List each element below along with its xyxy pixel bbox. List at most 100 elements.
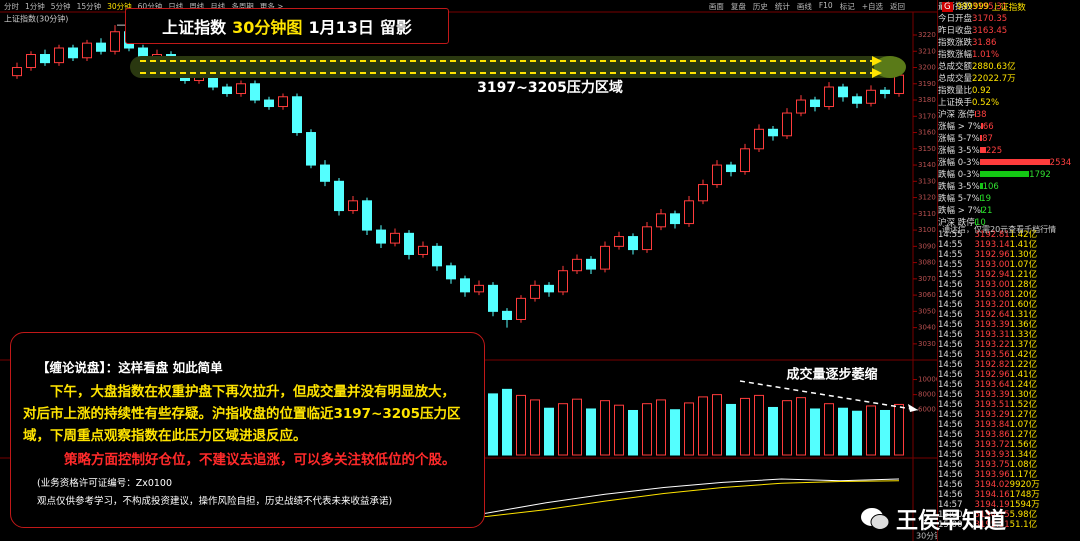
volume-bar xyxy=(852,410,862,456)
tick-volume: 1.41亿 xyxy=(1009,240,1038,250)
tick-time: 14:56 xyxy=(938,280,963,290)
tick-time: 14:56 xyxy=(938,380,963,390)
tick-row: 14:56 3193.001.28亿 xyxy=(938,278,1080,290)
tick-row: 14:55 3193.141.41亿 xyxy=(938,238,1080,250)
period-tab[interactable]: 分时 xyxy=(4,1,19,11)
tick-price: 3193.14 xyxy=(974,240,1010,250)
candle-body xyxy=(558,270,568,293)
period-tab[interactable]: 多周期 xyxy=(231,1,254,11)
tick-time: 14:56 xyxy=(938,360,963,370)
candle-body xyxy=(250,83,260,101)
watermark-text: 王侯早知道 xyxy=(896,509,1007,534)
quote-label: 指数涨幅 xyxy=(938,50,973,60)
volume-bar xyxy=(544,407,554,456)
quote-value v: 2880.63亿 xyxy=(972,62,1016,72)
tick-time: 14:56 xyxy=(938,310,963,320)
tick-volume: 1.17亿 xyxy=(1009,470,1038,480)
candle-body xyxy=(866,89,876,104)
tick-price: 3193.93 xyxy=(974,450,1010,460)
y-tick-label: 3080 xyxy=(918,259,936,267)
breadth-bar xyxy=(979,171,1030,177)
quote-label: 最新指数 xyxy=(938,2,973,12)
tool-button[interactable]: 画面 xyxy=(708,1,724,11)
breadth-label: 涨幅 0-3% xyxy=(938,158,980,168)
candle-body xyxy=(222,86,232,95)
period-tab[interactable]: 1分钟 xyxy=(25,1,45,11)
tick-price: 3194.15 xyxy=(974,510,1010,520)
volume-bar xyxy=(824,403,834,456)
tool-button[interactable]: 标记 xyxy=(839,1,855,11)
volume-bar xyxy=(712,394,722,456)
period-tab[interactable]: 更多 > xyxy=(259,1,284,11)
tool-button[interactable]: 历史 xyxy=(752,1,768,11)
quote-panel: G 999999 上证指数 最新指数3195.31 今日开盘3170.35 昨日收盘… xyxy=(937,0,1080,541)
title-part: 1月13日 xyxy=(308,18,374,37)
quote-row: 指数涨跌31.86 xyxy=(938,36,1080,48)
period-tab[interactable]: 月线 xyxy=(210,1,226,11)
license: (业务资格许可证编号：Zx0100 xyxy=(37,478,173,489)
y-tick-label: 3190 xyxy=(918,80,936,88)
candle-body xyxy=(264,99,274,108)
period-tab[interactable]: 60分钟 xyxy=(137,1,163,11)
pressure-zone xyxy=(130,56,906,78)
candle-body xyxy=(586,258,596,270)
candle-body xyxy=(880,89,890,95)
tick-time: 14:56 xyxy=(938,290,963,300)
quote-label: 今日开盘 xyxy=(938,14,973,24)
tick-time: 14:56 xyxy=(938,450,963,460)
tick-time: 14:57 xyxy=(938,500,963,510)
period-tab[interactable]: 周线 xyxy=(189,1,205,11)
disclaimer: 观点仅供参考学习，不构成投资建议，操作风险自担，历史战绩不代表未来收益承诺) xyxy=(37,496,393,507)
y-tick-label: 3200 xyxy=(918,64,936,72)
tick-row: 14:56 3193.721.56亿 xyxy=(938,438,1080,450)
tool-button[interactable]: 返回 xyxy=(890,1,905,11)
tick-volume: 1.27亿 xyxy=(1009,430,1038,440)
volume-bar xyxy=(894,403,904,456)
candle-body xyxy=(432,245,442,267)
candle-body xyxy=(614,236,624,247)
tick-time: 14:56 xyxy=(938,320,963,330)
period-tab[interactable]: 5分钟 xyxy=(50,1,71,11)
candle-body xyxy=(40,54,50,64)
quote-code: 999999 xyxy=(956,1,990,12)
volume-bar xyxy=(740,397,750,456)
tick-volume: 1.37亿 xyxy=(1009,340,1038,350)
y-tick-label: 3160 xyxy=(918,129,936,137)
breadth-bar xyxy=(979,195,981,201)
tool-button[interactable]: 画线 xyxy=(796,1,812,11)
y-tick-label: 3220 xyxy=(918,31,936,39)
period-tab[interactable]: 15分钟 xyxy=(76,1,102,11)
quote-label: 指数量比 xyxy=(938,86,973,96)
candle-body xyxy=(502,310,512,320)
tick-row: 14:56 3193.961.17亿 xyxy=(938,468,1080,480)
period-tab[interactable]: 30分钟 xyxy=(107,1,132,11)
breadth-count: 21 xyxy=(981,206,993,216)
quote-row: 昨日收盘3163.45 xyxy=(938,24,1080,36)
period-tab[interactable]: 日线 xyxy=(168,1,184,11)
tick-price: 3192.96 xyxy=(974,250,1010,260)
candle-body xyxy=(292,96,302,134)
tool-button[interactable]: F10 xyxy=(818,0,833,10)
breadth-row: 涨幅 3-5% 225 xyxy=(938,144,1080,156)
commentary: 【缠论说盘】：这样看盘 如此简单 下午，大盘指数在权重护盘下再次拉升，但成交量并… xyxy=(10,332,485,528)
volume-bar xyxy=(796,397,806,456)
tick-row: 14:56 3194.029920万 xyxy=(938,478,1080,490)
volume-bar xyxy=(782,400,792,456)
tick-volume: 1.24亿 xyxy=(1009,380,1038,390)
breadth-row: 跌幅 > 7%21 xyxy=(938,204,1080,216)
y-tick-label: 3040 xyxy=(918,324,936,332)
candle-body xyxy=(320,164,330,182)
tick-time: 14:56 xyxy=(938,350,963,360)
tick-price: 3193.96 xyxy=(974,470,1010,480)
zone-band xyxy=(130,56,902,78)
tool-button[interactable]: +自选 xyxy=(861,1,883,11)
tool-button[interactable]: 统计 xyxy=(774,1,790,11)
tick-price: 3192.94 xyxy=(974,270,1010,280)
tick-row: 14:55 3192.941.21亿 xyxy=(938,268,1080,280)
tick-volume: 1.34亿 xyxy=(1009,450,1038,460)
tick-row: 14:56 3193.291.27亿 xyxy=(938,408,1080,420)
tool-button[interactable]: 复盘 xyxy=(730,1,746,11)
candle-body xyxy=(824,86,834,108)
candle-body xyxy=(376,229,386,244)
candle-body xyxy=(712,164,722,186)
